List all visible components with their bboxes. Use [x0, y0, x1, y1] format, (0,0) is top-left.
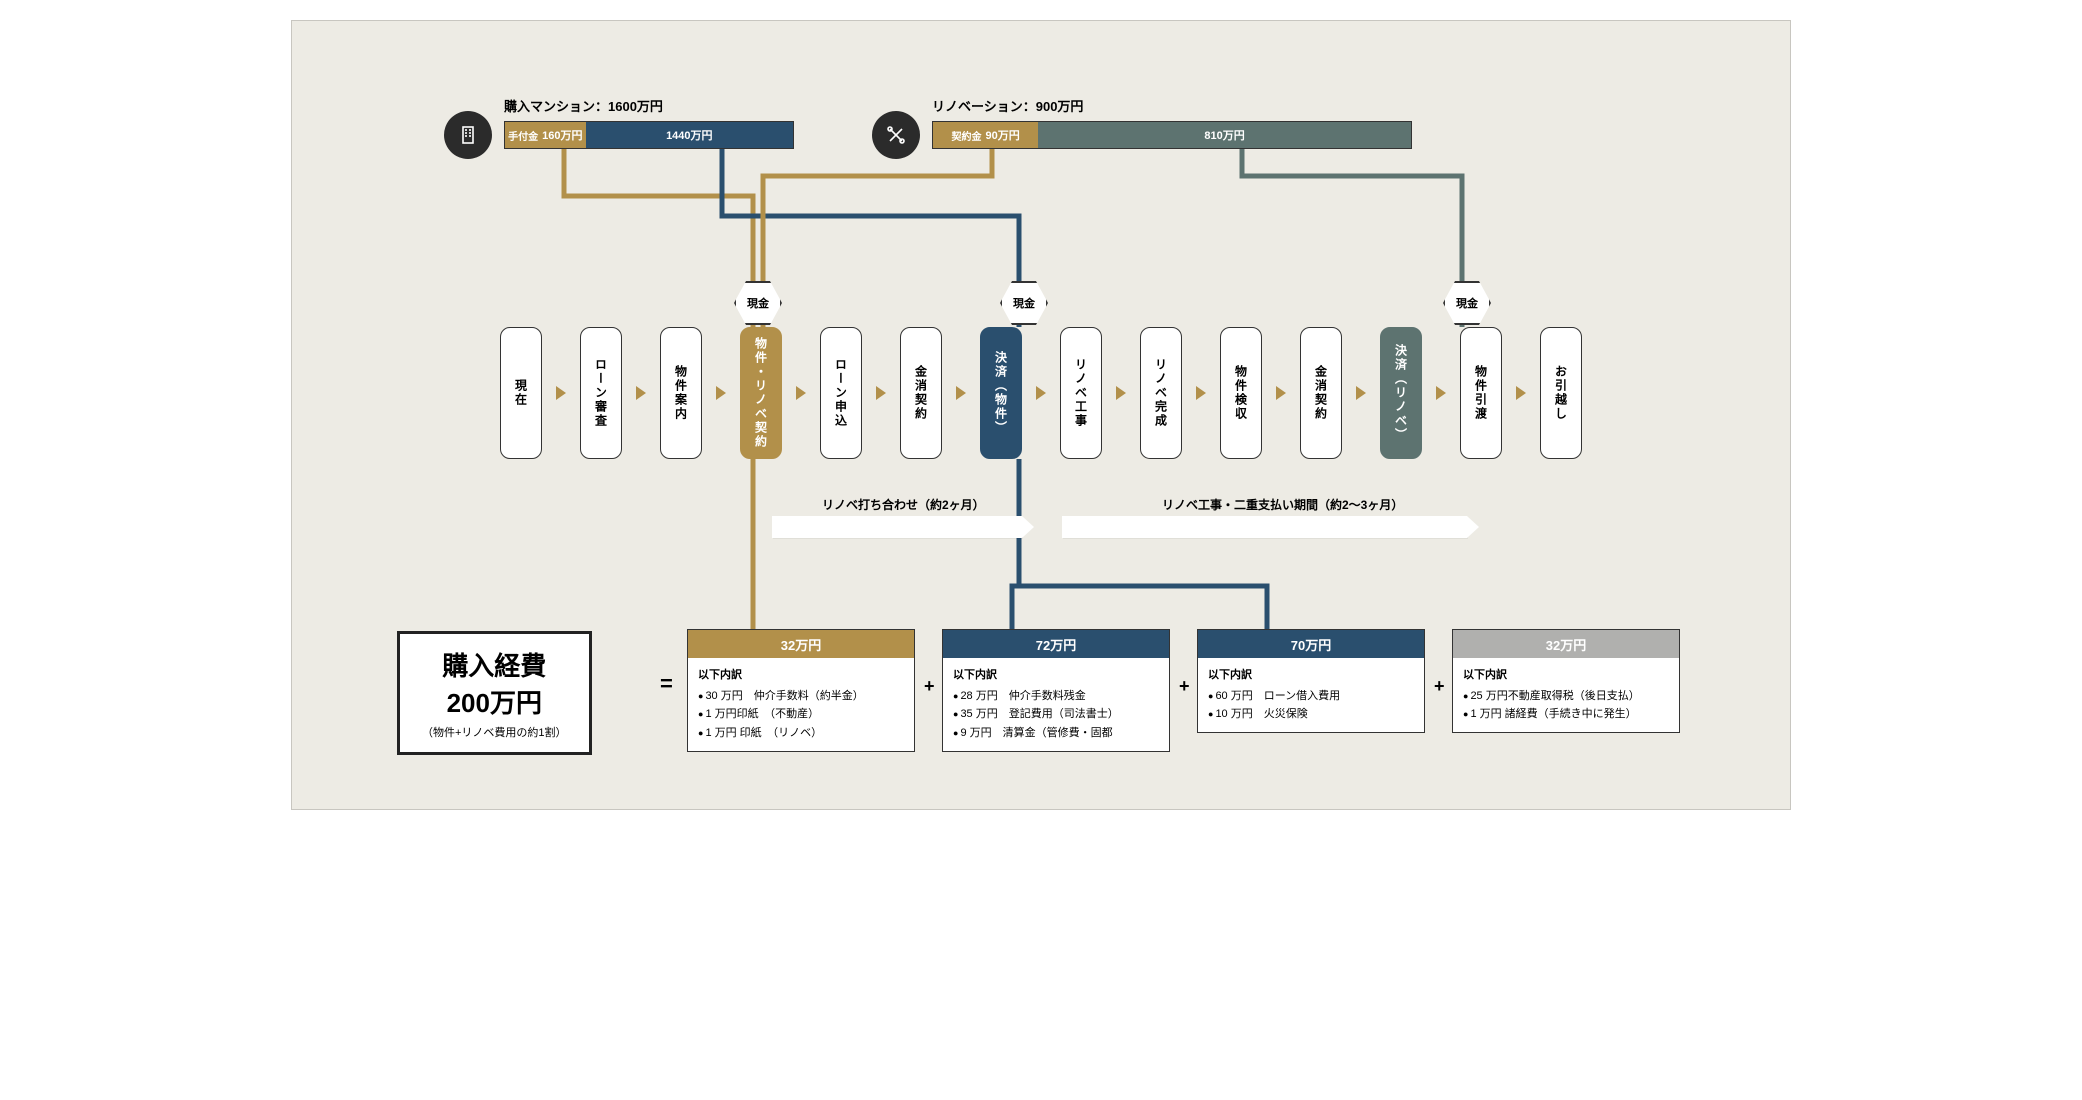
- detail-line-item: 25 万円不動産取得税（後日支払）: [1463, 687, 1669, 706]
- process-step: 決済（リノベ）: [1380, 327, 1422, 459]
- phase-1-label: リノベ打ち合わせ（約2ヶ月）: [822, 496, 985, 513]
- process-step: 物件引渡: [1460, 327, 1502, 459]
- process-step: 現在: [500, 327, 542, 459]
- purchase-deposit-segment: 手付金 160万円: [505, 122, 586, 148]
- detail-body: 以下内訳28 万円 仲介手数料残金35 万円 登記費用（司法書士）9 万円 清算…: [943, 658, 1169, 751]
- detail-line-item: 9 万円 清算金（管修費・固都: [953, 724, 1159, 743]
- step-arrow: [636, 386, 646, 400]
- plus-sign: +: [1179, 676, 1190, 697]
- purchase-remainder-segment: 1440万円: [586, 122, 793, 148]
- step-arrow: [1116, 386, 1126, 400]
- phase-2-bar: [1062, 516, 1467, 538]
- equals-sign: =: [660, 671, 673, 697]
- process-step: ローン申込: [820, 327, 862, 459]
- summary-title: 購入経費: [422, 646, 567, 683]
- step-arrow: [1276, 386, 1286, 400]
- detail-line-item: 1 万円 印紙 （リノベ）: [698, 724, 904, 743]
- step-arrow: [1516, 386, 1526, 400]
- process-step: お引越し: [1540, 327, 1582, 459]
- detail-line-item: 35 万円 登記費用（司法書士）: [953, 705, 1159, 724]
- renovation-bar: リノベーション：900万円 契約金 90万円 810万円: [932, 96, 1412, 149]
- process-step: 物件・リノベ契約: [740, 327, 782, 459]
- detail-line-item: 60 万円 ローン借入費用: [1208, 687, 1414, 706]
- step-arrow: [1196, 386, 1206, 400]
- purchase-bar: 購入マンション：1600万円 手付金 160万円 1440万円: [504, 96, 794, 149]
- detail-amount-header: 72万円: [943, 630, 1169, 658]
- step-arrow: [876, 386, 886, 400]
- cash-badge-3: 現金: [1443, 281, 1491, 325]
- detail-line-item: 10 万円 火災保険: [1208, 705, 1414, 724]
- step-arrow: [716, 386, 726, 400]
- detail-body: 以下内訳30 万円 仲介手数料（約半金）1 万円印紙 （不動産）1 万円 印紙 …: [688, 658, 914, 751]
- cost-detail-box: 70万円以下内訳60 万円 ローン借入費用10 万円 火災保険: [1197, 629, 1425, 733]
- plus-sign: +: [924, 676, 935, 697]
- purchase-title: 購入マンション：1600万円: [504, 96, 794, 115]
- process-step: 金消契約: [900, 327, 942, 459]
- phase-1-bar: [772, 516, 1022, 538]
- detail-amount-header: 32万円: [1453, 630, 1679, 658]
- tools-icon: [872, 111, 920, 159]
- detail-amount-header: 70万円: [1198, 630, 1424, 658]
- summary-amount: 200万円: [422, 683, 567, 720]
- process-step: 金消契約: [1300, 327, 1342, 459]
- process-steps-row: 現在ローン審査物件案内物件・リノベ契約ローン申込金消契約決済（物件）リノベ工事リ…: [292, 327, 1790, 459]
- diagram-canvas: 購入マンション：1600万円 手付金 160万円 1440万円 リノベーション：…: [291, 20, 1791, 810]
- building-icon: [444, 111, 492, 159]
- step-arrow: [1436, 386, 1446, 400]
- step-arrow: [956, 386, 966, 400]
- process-step: リノベ完成: [1140, 327, 1182, 459]
- detail-line-item: 28 万円 仲介手数料残金: [953, 687, 1159, 706]
- process-step: 物件検収: [1220, 327, 1262, 459]
- plus-sign: +: [1434, 676, 1445, 697]
- cash-badge-1: 現金: [734, 281, 782, 325]
- renovation-title: リノベーション：900万円: [932, 96, 1412, 115]
- process-step: ローン審査: [580, 327, 622, 459]
- step-arrow: [796, 386, 806, 400]
- step-arrow: [1036, 386, 1046, 400]
- renovation-remainder-segment: 810万円: [1038, 122, 1411, 148]
- summary-note: （物件+リノベ費用の約1割）: [422, 724, 567, 740]
- detail-amount-header: 32万円: [688, 630, 914, 658]
- detail-line-item: 1 万円 諸経費（手続き中に発生）: [1463, 705, 1669, 724]
- cost-summary-box: 購入経費 200万円 （物件+リノベ費用の約1割）: [397, 631, 592, 755]
- process-step: 物件案内: [660, 327, 702, 459]
- cost-detail-box: 32万円以下内訳25 万円不動産取得税（後日支払）1 万円 諸経費（手続き中に発…: [1452, 629, 1680, 733]
- process-step: 決済（物件）: [980, 327, 1022, 459]
- detail-line-item: 30 万円 仲介手数料（約半金）: [698, 687, 904, 706]
- detail-body: 以下内訳25 万円不動産取得税（後日支払）1 万円 諸経費（手続き中に発生）: [1453, 658, 1679, 732]
- detail-body: 以下内訳60 万円 ローン借入費用10 万円 火災保険: [1198, 658, 1424, 732]
- step-arrow: [556, 386, 566, 400]
- cash-badge-2: 現金: [1000, 281, 1048, 325]
- cost-detail-box: 72万円以下内訳28 万円 仲介手数料残金35 万円 登記費用（司法書士）9 万…: [942, 629, 1170, 752]
- renovation-deposit-segment: 契約金 90万円: [933, 122, 1038, 148]
- step-arrow: [1356, 386, 1366, 400]
- cost-detail-box: 32万円以下内訳30 万円 仲介手数料（約半金）1 万円印紙 （不動産）1 万円…: [687, 629, 915, 752]
- detail-line-item: 1 万円印紙 （不動産）: [698, 705, 904, 724]
- process-step: リノベ工事: [1060, 327, 1102, 459]
- phase-2-label: リノベ工事・二重支払い期間（約2～3ヶ月）: [1162, 496, 1403, 513]
